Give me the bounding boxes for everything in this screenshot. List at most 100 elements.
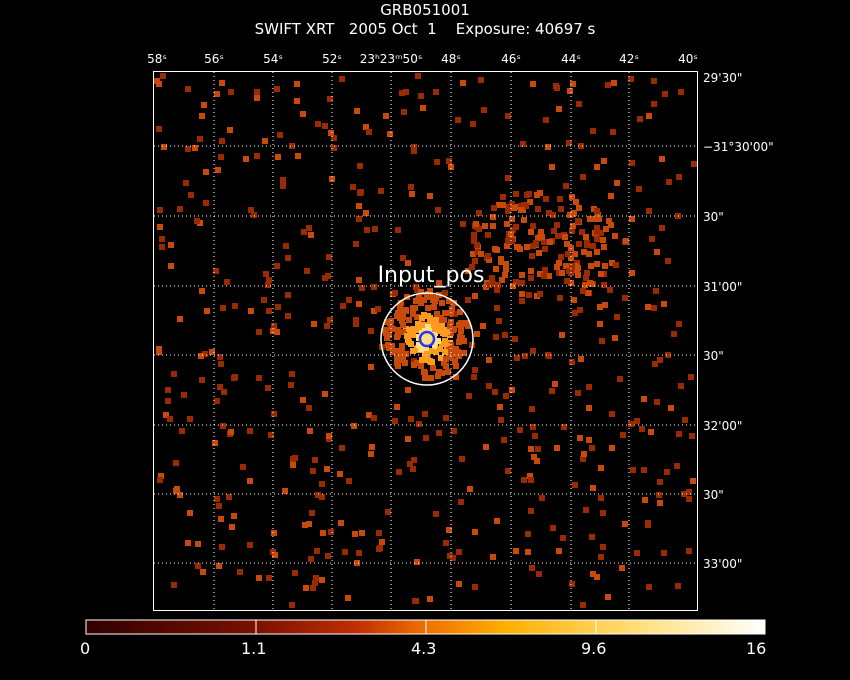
ra-tick-label: 56ˢ (204, 52, 224, 66)
source-event (435, 338, 441, 344)
ra-tick-label: 44ˢ (561, 52, 581, 66)
background-event (614, 314, 620, 320)
background-event (512, 336, 518, 342)
ra-tick-label: 23ʰ23ᵐ50ˢ (360, 52, 423, 66)
background-event (657, 357, 663, 363)
background-event (339, 76, 345, 82)
colorbar-label: 4.3 (411, 639, 437, 658)
dec-tick-label: −31°30'00" (703, 140, 774, 154)
background-event (497, 404, 503, 410)
ra-tick-label: 54ˢ (263, 52, 283, 66)
background-event (413, 598, 419, 604)
cluster-event (583, 234, 589, 240)
background-event (534, 458, 540, 464)
input-position-circle[interactable] (380, 292, 474, 386)
background-event (450, 555, 456, 561)
background-event (307, 428, 313, 434)
background-event (578, 143, 584, 149)
background-event (651, 101, 657, 107)
background-event (521, 217, 527, 223)
background-event (270, 328, 276, 334)
background-event (203, 200, 209, 206)
background-event (420, 105, 426, 111)
background-event (456, 549, 462, 555)
source-event (456, 339, 462, 345)
cluster-event (613, 262, 619, 268)
cluster-event (526, 191, 532, 197)
source-event (410, 348, 416, 354)
cluster-event (568, 280, 574, 286)
source-event (399, 348, 405, 354)
cluster-event (558, 254, 564, 260)
cluster-event (543, 196, 549, 202)
background-event (371, 308, 377, 314)
background-event (607, 287, 613, 293)
background-event (503, 261, 509, 267)
background-event (646, 584, 652, 590)
background-event (163, 412, 169, 418)
background-event (496, 318, 502, 324)
background-event (157, 477, 163, 483)
source-event (435, 373, 441, 379)
cluster-event (470, 251, 476, 257)
background-event (363, 124, 369, 130)
background-event (300, 111, 306, 117)
background-event (664, 469, 670, 475)
background-event (583, 275, 589, 281)
cluster-event (559, 270, 565, 276)
background-event (408, 416, 414, 422)
background-event (177, 492, 183, 498)
background-event (302, 522, 308, 528)
image-title: GRB051001 (380, 1, 470, 19)
cluster-event (564, 241, 570, 247)
background-event (275, 154, 281, 160)
source-event (422, 370, 428, 376)
background-event (256, 329, 262, 335)
background-event (353, 241, 359, 247)
background-event (199, 288, 205, 294)
background-event (522, 353, 528, 359)
cluster-event (569, 194, 575, 200)
background-event (598, 554, 604, 560)
background-event (557, 295, 563, 301)
background-event (427, 193, 433, 199)
background-event (411, 148, 417, 154)
background-event (552, 381, 558, 387)
background-event (467, 486, 473, 492)
background-event (460, 80, 466, 86)
source-event (399, 310, 405, 316)
cluster-event (594, 208, 600, 214)
cluster-event (588, 216, 594, 222)
cluster-event (612, 233, 618, 239)
dec-tick-label: 30" (703, 488, 724, 502)
background-event (185, 86, 191, 92)
colorbar-label-max: 16 (746, 639, 767, 658)
source-event (461, 350, 467, 356)
background-event (549, 388, 555, 394)
source-event (434, 322, 440, 328)
background-event (158, 473, 164, 479)
background-event (159, 236, 165, 242)
background-event (218, 516, 224, 522)
background-event (256, 375, 262, 381)
background-event (502, 332, 508, 338)
background-event (572, 310, 578, 316)
background-event (530, 424, 536, 430)
cluster-event (529, 253, 535, 259)
cluster-event (603, 226, 609, 232)
background-event (387, 131, 393, 137)
cluster-event (535, 206, 541, 212)
background-event (359, 530, 365, 536)
source-event (445, 369, 451, 375)
background-event (465, 268, 471, 274)
background-event (312, 457, 318, 463)
observation-info: SWIFT XRT 2005 Oct 1 Exposure: 40697 s (254, 20, 596, 38)
cluster-event (554, 222, 560, 228)
background-event (289, 371, 295, 377)
background-event (156, 346, 162, 352)
background-event (476, 210, 482, 216)
source-event (442, 349, 448, 355)
dec-tick-label: 31'00" (703, 280, 742, 294)
source-event (418, 363, 424, 369)
